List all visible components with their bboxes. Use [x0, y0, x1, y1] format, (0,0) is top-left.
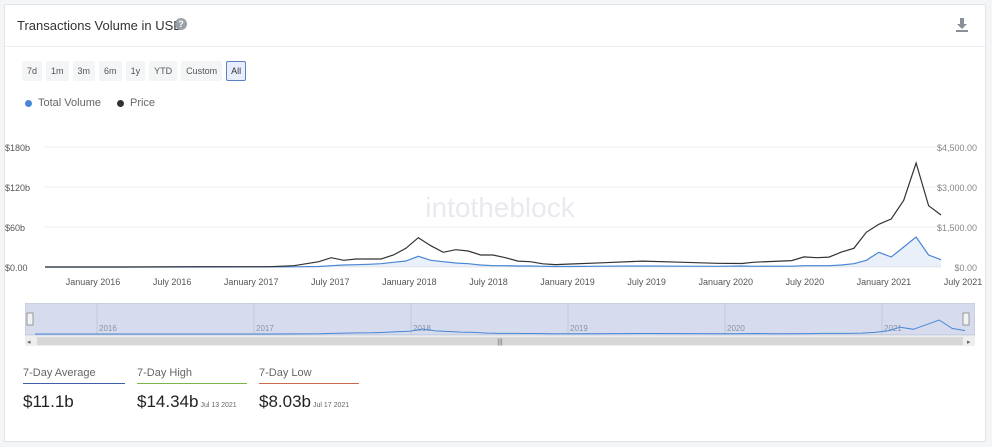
- navigator-year-label: 2017: [256, 324, 274, 333]
- chart-title: Transactions Volume in USD: [17, 18, 183, 33]
- stat-high: 7-Day High $14.34b Jul 13 2021: [137, 367, 247, 412]
- question-circle-icon[interactable]: ?: [175, 18, 187, 30]
- y-right-tick: $0.00: [954, 263, 977, 273]
- y-right-tick: $4,500.00: [937, 143, 977, 153]
- y-left-tick: $0.00: [5, 263, 28, 273]
- x-tick: January 2020: [698, 277, 753, 287]
- watermark-text: intotheblock: [425, 192, 575, 223]
- stat-low-value: $8.03b: [259, 392, 311, 411]
- navigator-handle-left[interactable]: [26, 312, 34, 326]
- legend-item-price[interactable]: Price: [116, 97, 156, 109]
- chart-card: Transactions Volume in USD ? 7d 1m 3m 6m 1y Y…: [4, 4, 986, 442]
- stat-high-label: 7-Day High: [137, 367, 247, 384]
- x-tick: January 2017: [224, 277, 279, 287]
- y-right-tick: $1,500.00: [937, 223, 977, 233]
- legend-label-price: Price: [129, 97, 156, 109]
- y-right-tick: $3,000.00: [937, 183, 977, 193]
- series-line-volume: [45, 236, 942, 268]
- x-tick: July 2019: [627, 277, 666, 287]
- range-button-1m[interactable]: 1m: [46, 61, 69, 81]
- stat-low-value-wrap: $8.03b Jul 17 2021: [259, 392, 359, 412]
- stat-average-value: $11.1b: [23, 392, 74, 411]
- navigator-year-label: 2019: [570, 324, 588, 333]
- stat-low-label: 7-Day Low: [259, 367, 359, 384]
- x-tick: January 2019: [540, 277, 595, 287]
- navigator-handle-right[interactable]: [962, 312, 970, 326]
- legend-dot-volume: [25, 99, 32, 107]
- legend: Total Volume Price: [25, 97, 155, 109]
- x-tick: January 2021: [857, 277, 912, 287]
- stat-high-date: Jul 13 2021: [200, 402, 237, 409]
- navigator-year-label: 2020: [727, 324, 745, 333]
- scroll-right-arrow-icon[interactable]: ▸: [967, 339, 971, 346]
- navigator-year-label: 2016: [99, 324, 117, 333]
- stat-high-value: $14.34b: [137, 392, 199, 411]
- main-chart: intotheblock $0.00 $60b $120b $180b $0.00 $1,5…: [5, 143, 983, 287]
- scrollbar-grip[interactable]: |||: [497, 339, 503, 346]
- scroll-left-arrow-icon[interactable]: ◂: [27, 339, 31, 346]
- y-left-tick: $120b: [5, 183, 30, 193]
- x-tick: January 2018: [382, 277, 437, 287]
- stat-average-label: 7-Day Average: [23, 367, 125, 384]
- stat-high-value-wrap: $14.34b Jul 13 2021: [137, 392, 247, 412]
- y-left-tick: $180b: [5, 143, 30, 153]
- range-button-1y[interactable]: 1y: [125, 61, 146, 81]
- stats-row: 7-Day Average $11.1b 7-Day High $14.34b J…: [23, 367, 359, 412]
- navigator-year-label: 2018: [413, 324, 431, 333]
- legend-dot-price: [116, 99, 124, 107]
- stat-low-date: Jul 17 2021: [313, 402, 350, 409]
- range-button-custom[interactable]: Custom: [181, 61, 223, 81]
- stat-average: 7-Day Average $11.1b: [23, 367, 125, 412]
- x-tick: July 2021: [944, 277, 983, 287]
- range-button-all[interactable]: All: [226, 61, 247, 81]
- scrollbar-thumb[interactable]: [37, 337, 963, 345]
- range-button-7d[interactable]: 7d: [22, 61, 43, 81]
- range-button-ytd[interactable]: YTD: [149, 61, 178, 81]
- range-button-6m[interactable]: 6m: [99, 61, 122, 81]
- series-area-volume: [45, 237, 941, 267]
- download-icon[interactable]: [955, 17, 969, 33]
- navigator-selection[interactable]: [25, 303, 975, 336]
- x-tick: July 2017: [311, 277, 350, 287]
- stat-low: 7-Day Low $8.03b Jul 17 2021: [259, 367, 359, 412]
- range-button-3m[interactable]: 3m: [72, 61, 96, 81]
- y-left-tick: $60b: [5, 223, 25, 233]
- navigator-volume-line: [35, 319, 966, 335]
- range-selector: 7d 1m 3m 6m 1y YTD Custom All: [22, 61, 247, 81]
- navigator-year-label: 2021: [884, 324, 902, 333]
- card-header: Transactions Volume in USD ?: [5, 5, 985, 47]
- x-tick: July 2018: [469, 277, 508, 287]
- x-tick: January 2016: [66, 277, 121, 287]
- series-line-price: [45, 160, 942, 268]
- x-tick: July 2016: [153, 277, 192, 287]
- legend-item-volume[interactable]: Total Volume: [25, 97, 101, 109]
- navigator[interactable]: 2016 2017 2018 2019 2020 2021 ||| ◂ ▸: [25, 303, 975, 347]
- x-tick: July 2020: [786, 277, 825, 287]
- legend-label-volume: Total Volume: [38, 97, 101, 109]
